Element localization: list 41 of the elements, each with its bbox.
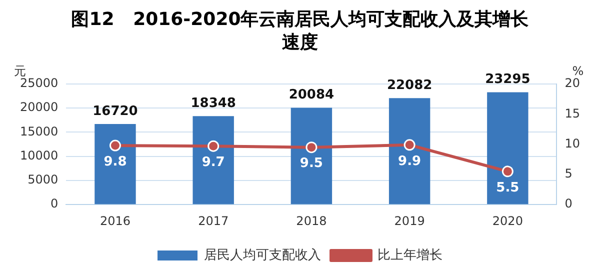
y-tick-label: 10000 <box>20 148 58 162</box>
data-label: 23295 <box>485 72 530 88</box>
bar <box>290 108 332 204</box>
bar <box>388 98 430 204</box>
y-tick-label: 20000 <box>20 100 58 114</box>
y2-tick-label: 20 <box>564 76 580 90</box>
y-tick-label: 15000 <box>20 124 58 138</box>
point <box>109 140 121 152</box>
y-tick-label: 5000 <box>28 172 58 187</box>
y-tick-label: 25000 <box>20 76 58 90</box>
x-tick-label: 2017 <box>198 214 229 228</box>
legend-label: 比上年增长 <box>378 248 442 263</box>
y2-tick-label: 15 <box>564 106 580 120</box>
x-tick-label: 2018 <box>296 214 327 228</box>
point <box>208 140 220 152</box>
bar <box>94 124 136 204</box>
y2-axis-title: % <box>572 64 584 78</box>
legend-label: 居民人均可支配收入 <box>204 248 321 263</box>
bar <box>192 116 234 204</box>
y-tick-label: 0 <box>50 196 58 211</box>
data-label: 9.8 <box>104 154 127 170</box>
y2-tick-label: 0 <box>564 196 572 211</box>
data-label: 9.9 <box>398 154 422 169</box>
data-label: 16720 <box>92 104 138 119</box>
x-tick-label: 2020 <box>492 214 523 228</box>
y2-tick-label: 10 <box>564 136 580 150</box>
data-label: 5.5 <box>496 180 520 196</box>
chart-title: 图12 2016-2020年云南居民人均可支配收入及其增长速度 <box>70 8 530 54</box>
point <box>502 166 514 178</box>
data-label: 20084 <box>288 88 334 103</box>
point <box>404 139 416 151</box>
data-label: 9.7 <box>202 154 225 170</box>
bar <box>487 92 528 204</box>
data-label: 18348 <box>190 96 236 111</box>
point <box>306 142 318 154</box>
x-tick-label: 2019 <box>394 214 425 228</box>
data-label: 22082 <box>386 78 432 93</box>
y-axis-title: 元 <box>14 64 26 78</box>
y2-tick-label: 5 <box>564 166 572 181</box>
x-tick-label: 2016 <box>100 214 131 228</box>
data-label: 9.5 <box>300 156 323 172</box>
